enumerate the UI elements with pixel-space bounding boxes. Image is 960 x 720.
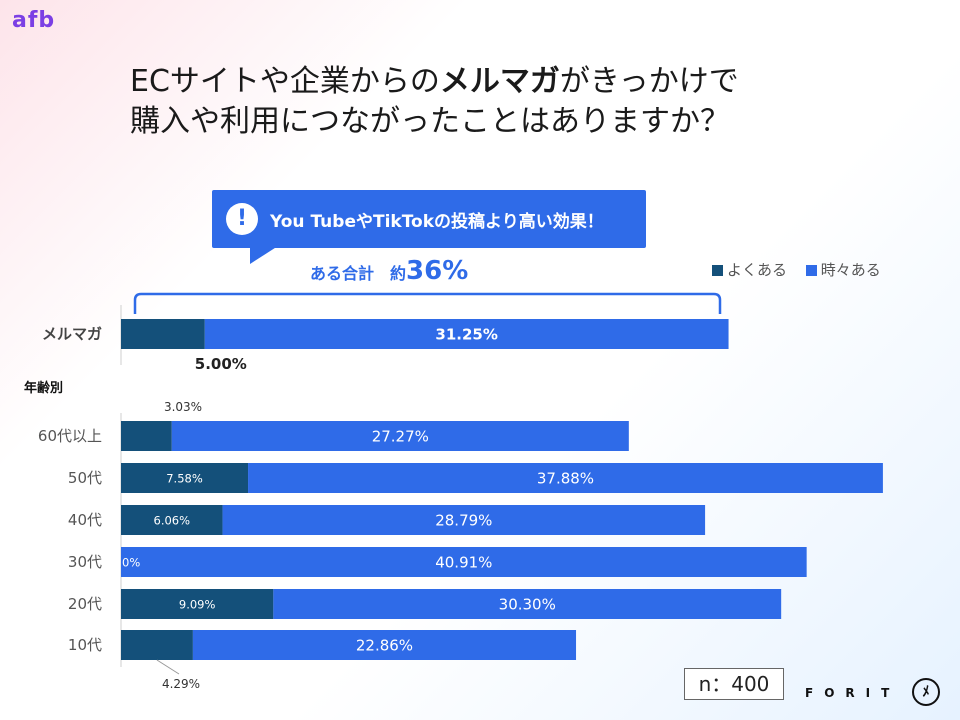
bar-sometimes-row2 [248,463,883,493]
data-label-often-row3: 6.06% [154,514,191,528]
data-label-often-row2: 7.58% [166,472,203,486]
callout-text: You TubeやTikTokの投稿より高い効果！ [270,212,604,232]
data-label-sometimes-row4: 40.91% [435,554,492,572]
bar-often-row1 [121,421,172,451]
page-title: ECサイトや企業からのメルマガがきっかけで 購入や利用につながったことはあります… [130,62,890,142]
title-line2: 購入や利用につながったことはありますか？ [130,104,730,139]
company-logo-icon: ﾒ [912,678,940,706]
summary-bracket [133,292,722,314]
summary-label: ある合計 約 [310,264,407,283]
title-line1-bold: メルマガ [439,64,560,99]
summary-total: ある合計 約36% [310,256,468,286]
title-line1-pre: ECサイトや企業からの [130,64,440,99]
bar-often-row2 [121,463,249,493]
bar-sometimes-row5 [273,589,782,619]
data-label-sometimes-row3: 28.79% [435,512,492,530]
category-label-row5: 20代 [68,595,102,613]
summary-value: 36% [406,256,469,286]
legend-swatch-often [712,265,723,276]
bar-sometimes-row1 [171,421,629,451]
bar-often-row3 [121,505,223,535]
legend-label-sometimes: 時々ある [820,261,881,279]
data-label-sometimes-row2: 37.88% [537,470,594,488]
category-label-mailmag: メルマガ [42,325,102,343]
callout-tail [250,246,278,264]
data-label-often-row5: 9.09% [179,598,216,612]
data-label-sometimes-row1: 27.27% [372,428,429,446]
data-label-often-mailmag: 5.00% [195,355,247,373]
category-label-row6: 10代 [68,636,102,654]
callout-box: ! You TubeやTikTokの投稿より高い効果！ [212,190,646,248]
bar-sometimes-row6 [192,630,577,660]
title-line1-post: がきっかけで [559,64,739,99]
company-name: FORIT [805,686,901,700]
data-label-sometimes-row5: 30.30% [499,596,556,614]
category-label-row3: 40代 [68,511,102,529]
sample-size-box: n：400 [684,668,784,700]
data-label-sometimes-row6: 22.86% [356,637,413,655]
bar-sometimes-mailmag [204,319,729,349]
bar-often-mailmag [121,319,205,349]
leader-line-row6 [156,659,180,675]
legend-item-often: よくある [712,261,787,279]
category-label-row1: 60代以上 [38,427,102,445]
data-label-often-row4: 0% [122,556,140,570]
data-label-often-row6: 4.29% [162,677,200,691]
data-label-sometimes-mailmag: 31.25% [435,326,497,344]
legend-label-often: よくある [727,261,788,279]
legend-item-sometimes: 時々ある [805,261,881,279]
bar-sometimes-row3 [222,505,706,535]
data-label-often-row1: 3.03% [164,400,202,414]
category-label-row4: 30代 [68,553,102,571]
age-group-label: 年齢別 [24,380,63,396]
brand-logo: afb [12,8,56,33]
exclamation-icon: ! [226,203,258,235]
bar-often-row6 [121,630,193,660]
category-label-row2: 50代 [68,469,102,487]
bar-sometimes-row4 [121,547,807,577]
legend-swatch-sometimes [805,265,817,276]
chart-legend: よくある 時々ある [712,259,895,280]
bar-often-row5 [121,589,274,619]
